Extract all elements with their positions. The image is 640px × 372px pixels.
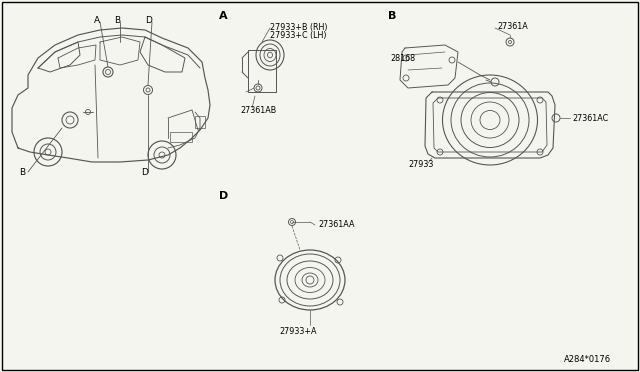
Bar [195, 116, 205, 128]
Text: 27361AB: 27361AB [240, 106, 276, 115]
Text: D: D [141, 167, 148, 176]
Text: 27933+B (RH): 27933+B (RH) [270, 22, 328, 32]
Text: 27361AA: 27361AA [318, 219, 355, 228]
Text: A: A [94, 16, 100, 25]
Bar [170, 132, 192, 142]
Text: 27933+A: 27933+A [279, 327, 317, 337]
Text: D: D [145, 16, 152, 25]
Text: 27933: 27933 [408, 160, 433, 169]
Text: 27361A: 27361A [497, 22, 528, 31]
Text: 28168: 28168 [390, 54, 415, 62]
Text: B: B [114, 16, 120, 25]
Text: D: D [219, 191, 228, 201]
Bar [248, 50, 276, 92]
Text: A284*0176: A284*0176 [564, 356, 611, 365]
Text: A: A [219, 11, 228, 21]
Text: B: B [19, 167, 25, 176]
Text: 27361AC: 27361AC [572, 113, 608, 122]
Text: B: B [388, 11, 396, 21]
Text: 27933+C (LH): 27933+C (LH) [270, 31, 326, 39]
